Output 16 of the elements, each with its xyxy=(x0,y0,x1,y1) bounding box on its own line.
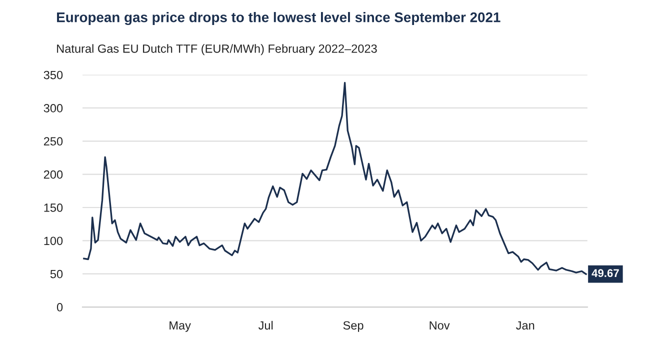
x-tick-label: Sep xyxy=(343,321,364,332)
y-tick-label: 50 xyxy=(50,270,63,278)
y-tick-label: 350 xyxy=(44,70,63,80)
y-tick-label: 0 xyxy=(56,303,63,312)
y-tick-label: 200 xyxy=(44,170,63,179)
chart-title: European gas price drops to the lowest level since September 2021 xyxy=(57,12,500,26)
x-tick-label: May xyxy=(170,321,191,332)
y-tick-label: 100 xyxy=(44,236,63,246)
y-tick-label: 250 xyxy=(44,137,63,146)
x-tick-label: Jan xyxy=(516,321,534,330)
x-tick-label: Jul xyxy=(258,320,273,330)
chart-subtitle: Natural Gas EU Dutch TTF (EUR/MWh) February 2022–2023 xyxy=(57,44,377,56)
y-tick-label: 150 xyxy=(44,204,63,212)
x-tick-label: Nov xyxy=(430,321,450,330)
y-tick-label: 300 xyxy=(44,104,63,112)
annotation: 49.67 xyxy=(592,269,619,278)
